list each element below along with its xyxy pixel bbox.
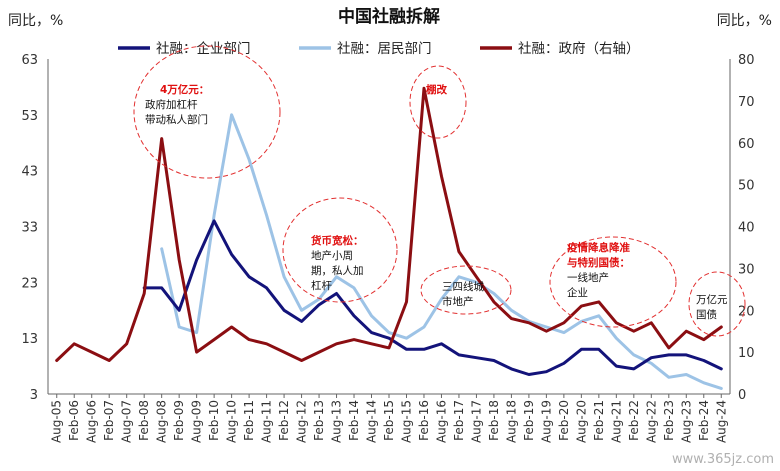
x-tick-label: Feb-19: [522, 400, 536, 441]
right-tick-label: 60: [738, 137, 755, 152]
x-tick-label: Feb-10: [207, 400, 221, 441]
annotation-text: 疫情降息降准: [567, 241, 630, 254]
left-tick-label: 43: [21, 165, 38, 180]
right-tick-label: 30: [738, 262, 755, 277]
x-tick-label: Aug-12: [295, 400, 309, 443]
x-tick-label: Feb-21: [592, 400, 606, 441]
left-tick-label: 3: [30, 388, 38, 403]
x-tick-label: Feb-07: [102, 400, 116, 441]
annotation-ellipse: [133, 45, 281, 179]
x-tick-label: Feb-16: [417, 400, 431, 441]
annotation-text: 国债: [696, 308, 717, 321]
annotation-ellipse: [420, 265, 512, 315]
annotation-text: 带动私人部门: [145, 113, 208, 126]
annotation-ellipse: [549, 236, 677, 328]
x-tick-label: Feb-15: [382, 400, 396, 441]
x-tick-label: Feb-08: [137, 400, 151, 441]
right-axis-unit: 同比，%: [717, 13, 772, 29]
legend-label-enterprise: 社融：企业部门: [156, 40, 251, 57]
x-tick-label: Aug-14: [365, 400, 379, 443]
left-tick-label: 63: [21, 53, 38, 68]
x-tick-label: Feb-22: [627, 400, 641, 441]
legend-label-government: 社融：政府（右轴）: [518, 41, 640, 57]
annotation-text: 一线地产: [567, 271, 609, 284]
x-tick-label: Feb-14: [347, 400, 361, 441]
x-tick-label: Feb-11: [242, 400, 256, 441]
left-axis-unit: 同比，%: [8, 13, 63, 29]
legend-label-household: 社融：居民部门: [337, 41, 432, 57]
x-tick-label: Aug-24: [714, 400, 728, 443]
annotation-text: 与特别国债：: [567, 256, 630, 269]
x-tick-label: Aug-07: [120, 400, 134, 443]
annotation-text: 政府加杠杆: [145, 98, 198, 111]
left-tick-label: 53: [21, 109, 38, 124]
series-line-enterprise: [142, 219, 723, 376]
annotation-text: 棚改: [426, 83, 447, 96]
annotation-text: 地产小周: [311, 249, 353, 262]
series-line-government: [55, 86, 723, 362]
x-tick-label: Aug-05: [50, 400, 64, 443]
x-tick-label: Aug-16: [434, 400, 448, 443]
annotation-text: 杠杆: [311, 279, 332, 292]
annotation-text: 市地产: [442, 295, 474, 308]
annotation-text: 期，私人加: [311, 265, 364, 277]
left-tick-label: 13: [21, 332, 38, 347]
right-tick-label: 0: [738, 388, 746, 403]
right-tick-label: 50: [738, 179, 755, 194]
x-tick-label: Aug-10: [225, 400, 239, 443]
left-tick-label: 33: [21, 221, 38, 236]
x-tick-label: Aug-22: [644, 400, 658, 443]
x-tick-label: Feb-06: [67, 400, 81, 441]
annotation-text: 企业: [567, 286, 588, 299]
x-tick-label: Aug-15: [399, 400, 413, 443]
x-tick-label: Aug-17: [469, 400, 483, 443]
x-tick-label: Aug-18: [504, 400, 518, 443]
x-tick-label: Feb-18: [487, 400, 501, 441]
right-tick-label: 40: [738, 221, 755, 236]
right-tick-label: 20: [738, 304, 755, 319]
x-tick-label: Feb-09: [172, 400, 186, 441]
left-tick-label: 23: [21, 276, 38, 291]
x-tick-label: Feb-13: [312, 400, 326, 441]
right-tick-label: 10: [738, 346, 755, 361]
x-tick-label: Aug-23: [679, 400, 693, 443]
x-tick-label: Feb-23: [662, 400, 676, 441]
x-tick-label: Feb-12: [277, 400, 291, 441]
x-tick-label: Aug-08: [155, 400, 169, 443]
watermark: www.365jz.com: [672, 452, 774, 467]
annotation-text: 三四线城: [442, 280, 484, 293]
annotation-ellipse: [688, 271, 746, 337]
x-tick-label: Aug-13: [330, 400, 344, 443]
x-tick-label: Aug-09: [190, 400, 204, 443]
x-tick-label: Aug-19: [539, 400, 553, 443]
x-tick-label: Aug-20: [574, 400, 588, 443]
annotation-text: 货币宽松：: [310, 234, 364, 247]
annotation-ellipse: [409, 65, 467, 139]
legend: 社融：企业部门 社融：居民部门 社融：政府（右轴）: [118, 40, 640, 57]
annotation-text: 万亿元: [696, 293, 728, 306]
annotation-ellipse: [282, 197, 398, 303]
x-tick-label: Aug-21: [609, 400, 623, 443]
chart-title: 中国社融拆解: [338, 6, 440, 27]
right-tick-label: 70: [738, 95, 755, 110]
x-tick-label: Aug-06: [85, 400, 99, 443]
x-tick-label: Feb-17: [452, 400, 466, 441]
series-line-household: [160, 113, 723, 390]
x-tick-label: Feb-20: [557, 400, 571, 441]
x-tick-label: Feb-24: [697, 400, 711, 441]
right-tick-label: 80: [738, 53, 755, 68]
annotation-text: 4万亿元：: [160, 83, 209, 96]
x-tick-label: Aug-11: [260, 400, 274, 443]
